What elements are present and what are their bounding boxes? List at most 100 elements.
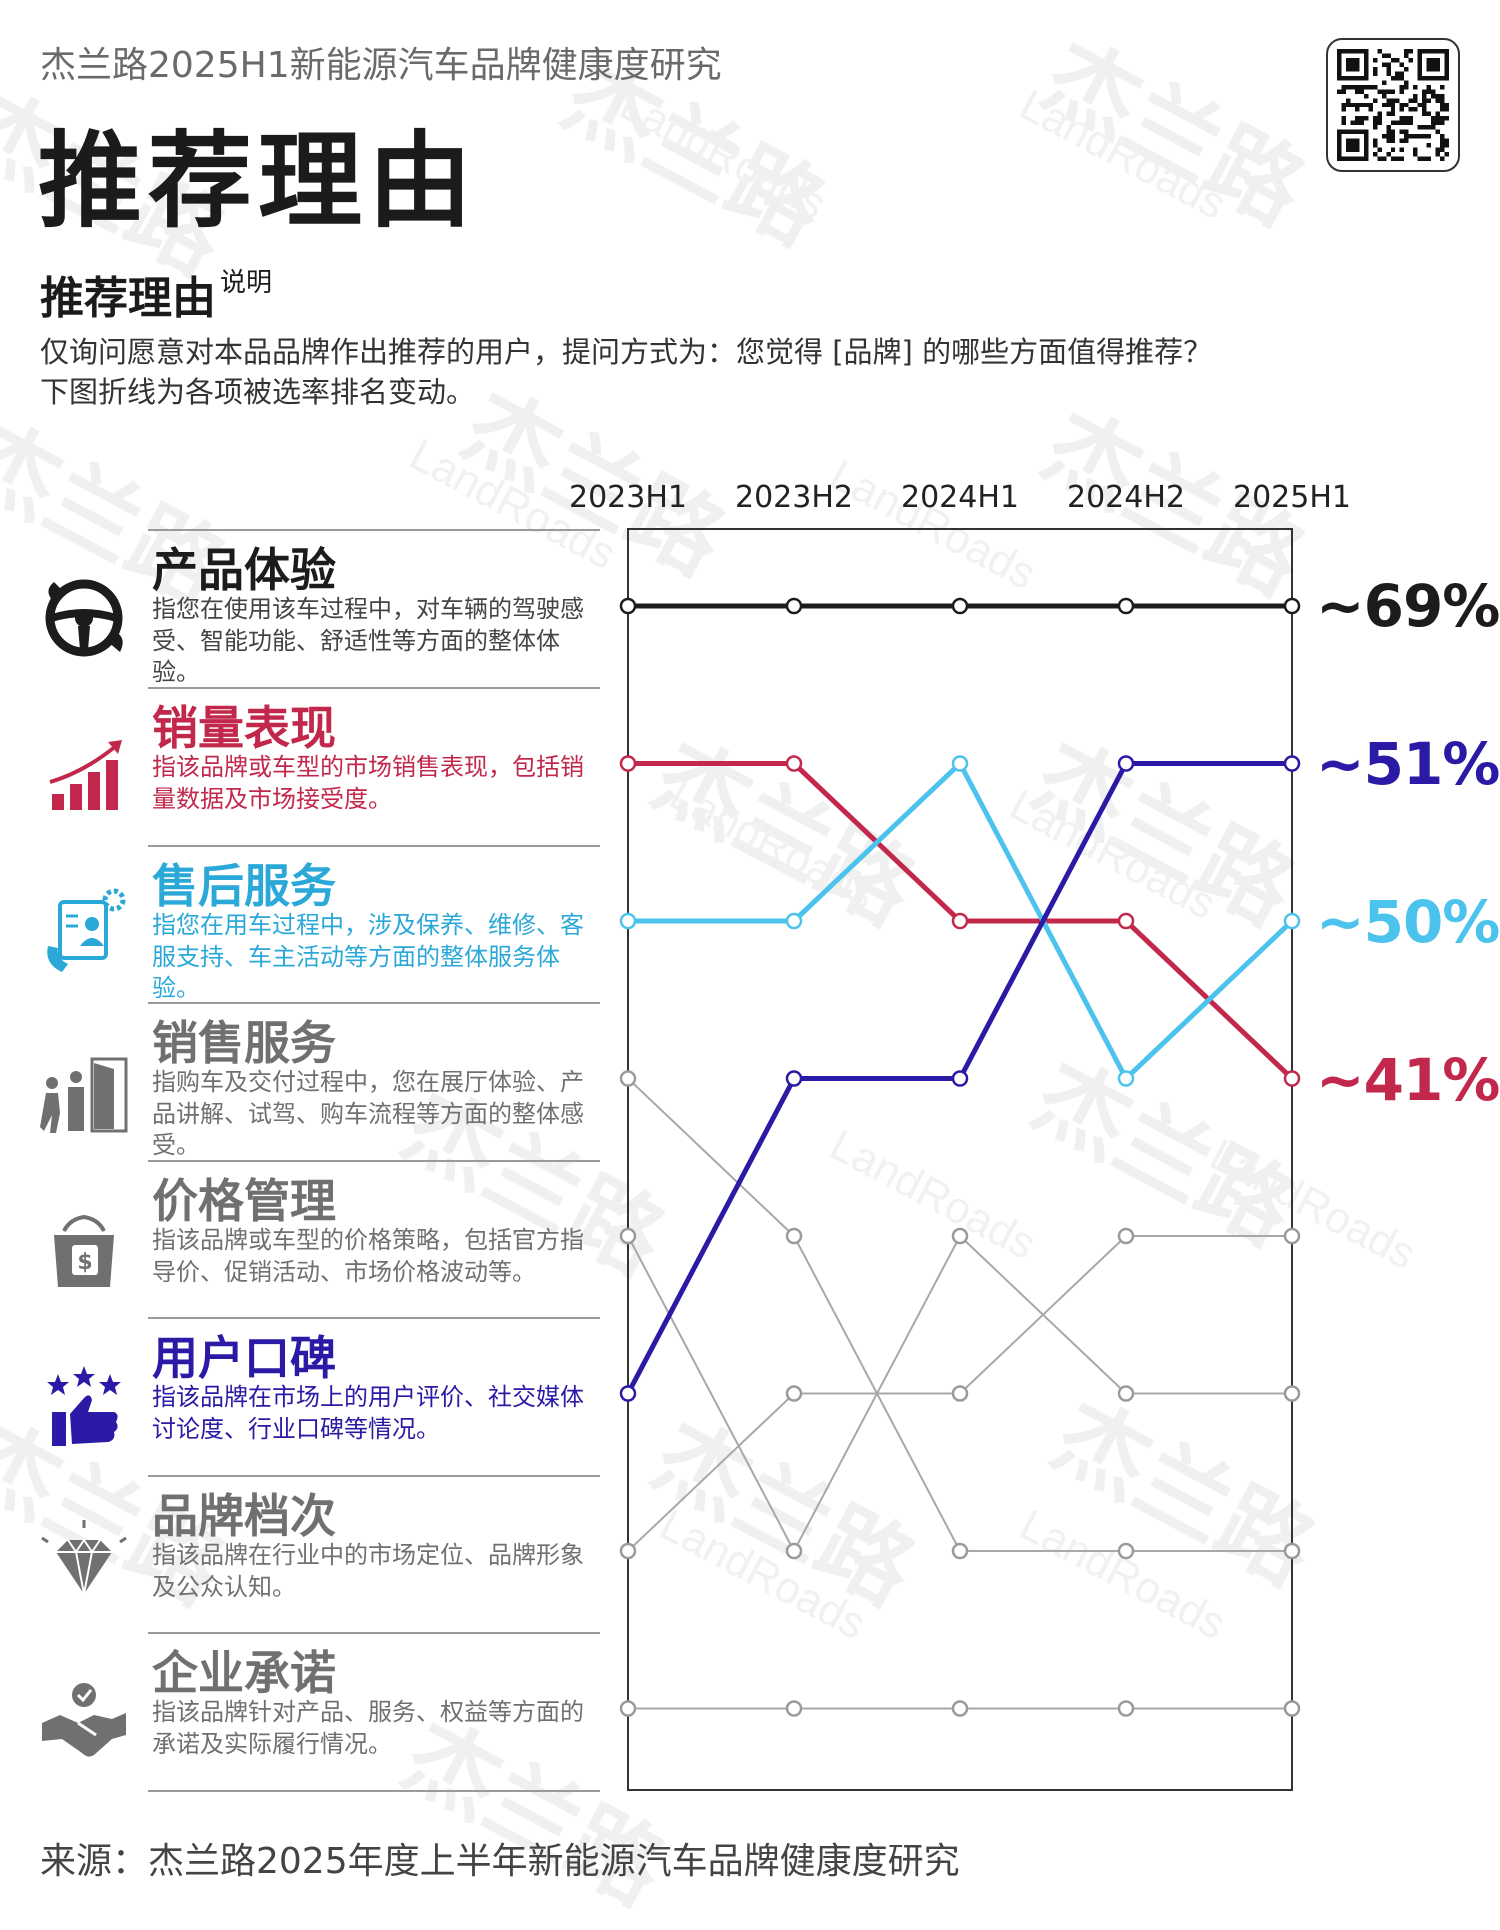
data-point [1283,912,1301,930]
data-point [619,1227,637,1245]
data-point [785,912,803,930]
category-description: 指该品牌或车型的价格策略，包括官方指导价、促销活动、市场价格波动等。 [152,1226,584,1286]
category-product-experience: 产品体验 指您在使用该车过程中，对车辆的驾驶感受、智能功能、舒适性等方面的整体体… [0,532,600,689]
separator [148,1632,600,1634]
source-note: 来源：杰兰路2025年度上半年新能源汽车品牌健康度研究 [40,1841,960,1882]
category-sales-performance: 销量表现 指该品牌或车型的市场销售表现，包括销量数据及市场接受度。 [0,690,600,847]
description-line-2: 下图折线为各项被选率排名变动。 [40,375,476,409]
data-point [785,597,803,615]
category-name: 销售服务 [152,1016,336,1070]
category-name: 品牌档次 [152,1489,336,1543]
category-description: 指该品牌在市场上的用户评价、社交媒体讨论度、行业口碑等情况。 [152,1383,584,1443]
bar-growth-icon [38,728,130,820]
data-point [1117,1227,1135,1245]
data-point [1117,912,1135,930]
data-point [1283,755,1301,772]
data-point [619,1070,637,1087]
steering-wheel-icon [38,570,130,662]
qr-code[interactable] [1326,38,1460,172]
category-brand-tier: 品牌档次 指该品牌在行业中的市场定位、品牌形象及公众认知。 [0,1478,600,1635]
end-label-user-reputation: ~51% [1316,730,1500,798]
section-title-note: 说明 [220,268,273,298]
separator [148,1317,600,1319]
data-point [951,597,969,615]
showroom-icon [38,1043,130,1135]
category-name: 价格管理 [152,1174,336,1228]
data-point [951,912,969,930]
data-point [951,1542,969,1560]
category-description: 指该品牌或车型的市场销售表现，包括销量数据及市场接受度。 [152,753,584,813]
category-sales-service: 销售服务 指购车及交付过程中，您在展厅体验、产品讲解、试驾、购车流程等方面的整体… [0,1005,600,1162]
separator [148,529,600,531]
description-line-1: 仅询问愿意对本品品牌作出推荐的用户，提问方式为：您觉得 [品牌] 的哪些方面值得… [40,335,1213,369]
category-name: 产品体验 [152,543,336,597]
category-after-sales: 售后服务 指您在用车过程中，涉及保养、维修、客服支持、车主活动等方面的整体服务体… [0,848,600,1005]
separator [148,1002,600,1004]
category-description: 指购车及交付过程中，您在展厅体验、产品讲解、试驾、购车流程等方面的整体感受。 [152,1068,584,1159]
page-title: 推荐理由 [38,120,479,242]
data-point [1117,1542,1135,1560]
customer-service-icon [38,886,130,978]
series-line [627,1077,1292,1552]
data-point [619,1542,637,1560]
separator [148,845,600,847]
section-title: 推荐理由 说明 [40,262,272,326]
end-label-sales-performance: ~41% [1316,1046,1500,1114]
chart-frame [627,528,1293,1791]
data-point [951,755,969,772]
data-point [1283,1542,1301,1560]
data-point [1117,597,1135,615]
end-label-after-sales: ~50% [1316,888,1500,956]
data-point [1283,1700,1301,1717]
qr-code-icon [1337,49,1449,161]
end-label-product-experience: ~69% [1316,572,1500,640]
data-point [951,1700,969,1717]
data-point [785,1542,803,1560]
category-name: 用户口碑 [152,1331,336,1385]
category-description: 指该品牌在行业中的市场定位、品牌形象及公众认知。 [152,1541,584,1601]
x-tick-label: 2024H1 [901,480,1019,515]
handshake-icon [38,1673,130,1765]
x-tick-label: 2025H1 [1233,480,1351,515]
data-point [951,1227,969,1245]
data-point [619,755,637,772]
data-point [619,1700,637,1717]
data-point [619,597,637,615]
section-description: 仅询问愿意对本品品牌作出推荐的用户，提问方式为：您觉得 [品牌] 的哪些方面值得… [40,332,1420,412]
data-point [1283,1385,1301,1402]
data-point [785,1700,803,1717]
data-point [951,1070,969,1087]
separator [148,687,600,689]
category-user-reputation: 用户口碑 指该品牌在市场上的用户评价、社交媒体讨论度、行业口碑等情况。 [0,1320,600,1477]
data-point [785,755,803,772]
separator [148,1160,600,1162]
page-subtitle: 杰兰路2025H1新能源汽车品牌健康度研究 [40,45,722,86]
data-point [785,1227,803,1245]
data-point [1283,597,1301,615]
x-tick-label: 2023H2 [735,480,853,515]
separator [148,1475,600,1477]
data-point [1117,755,1135,772]
data-point [619,1385,637,1402]
x-tick-label: 2023H1 [569,480,687,515]
data-point [619,912,637,930]
category-corporate-commitment: 企业承诺 指该品牌针对产品、服务、权益等方面的承诺及实际履行情况。 [0,1635,600,1792]
data-point [785,1070,803,1087]
price-tag-icon: $ [38,1201,130,1293]
data-point [1117,1385,1135,1402]
category-price-management: $ 价格管理 指该品牌或车型的价格策略，包括官方指导价、促销活动、市场价格波动等… [0,1163,600,1320]
data-point [951,1385,969,1402]
data-point [1117,1700,1135,1717]
data-point [1283,1227,1301,1245]
category-description: 指该品牌针对产品、服务、权益等方面的承诺及实际履行情况。 [152,1698,584,1758]
category-name: 售后服务 [152,859,336,913]
separator [148,1790,600,1792]
data-point [1283,1070,1301,1087]
diamond-icon [38,1516,130,1608]
data-point [1117,1070,1135,1087]
svg-text:$: $ [77,1250,92,1275]
data-point [785,1385,803,1402]
x-tick-label: 2024H2 [1067,480,1185,515]
category-description: 指您在使用该车过程中，对车辆的驾驶感受、智能功能、舒适性等方面的整体体验。 [152,595,584,686]
